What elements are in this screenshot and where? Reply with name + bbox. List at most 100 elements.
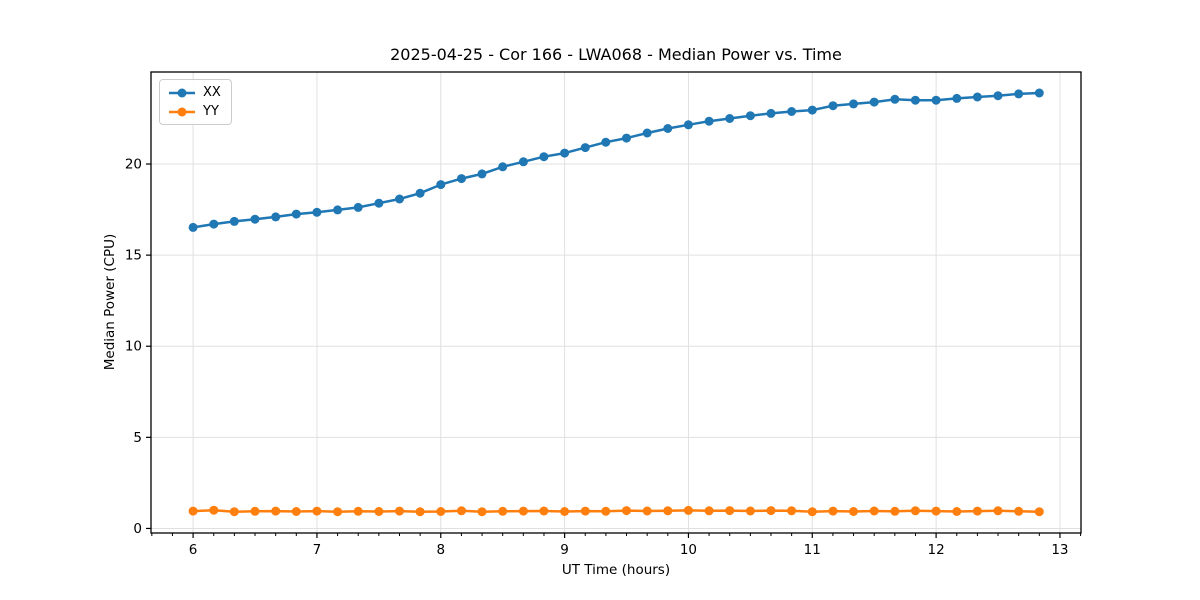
legend-label-yy: YY: [203, 104, 219, 119]
data-point-xx: [436, 180, 446, 190]
legend: XX YY: [159, 79, 232, 125]
y-tick-label: 5: [133, 430, 142, 446]
data-point-xx: [683, 120, 693, 130]
data-point-yy: [952, 507, 962, 516]
data-point-xx: [188, 222, 198, 232]
data-point-yy: [787, 506, 797, 516]
data-point-yy: [807, 507, 817, 517]
legend-item-yy: YY: [168, 104, 221, 119]
data-point-xx: [395, 194, 404, 204]
data-point-yy: [704, 506, 714, 516]
data-point-yy: [766, 506, 776, 516]
data-point-xx: [766, 108, 776, 118]
data-point-xx: [539, 152, 549, 162]
x-tick-label: 10: [680, 542, 697, 558]
data-point-yy: [1014, 506, 1024, 516]
data-point-xx: [333, 205, 343, 215]
data-point-yy: [869, 506, 879, 516]
data-point-xx: [560, 148, 570, 158]
data-point-yy: [972, 506, 982, 516]
data-point-yy: [642, 506, 652, 516]
data-point-xx: [952, 93, 962, 103]
data-point-xx: [518, 157, 528, 167]
data-point-xx: [849, 99, 858, 109]
data-point-xx: [993, 91, 1003, 101]
x-tick-label: 6: [189, 542, 198, 558]
data-point-xx: [498, 162, 508, 172]
line-marker-icon: [169, 88, 195, 97]
data-point-yy: [250, 506, 260, 516]
chart-title: 2025-04-25 - Cor 166 - LWA068 - Median P…: [390, 45, 842, 64]
data-point-xx: [477, 169, 487, 179]
data-point-xx: [828, 101, 838, 111]
data-point-yy: [271, 506, 281, 516]
data-point-yy: [745, 506, 755, 516]
y-tick-label: 10: [125, 339, 142, 355]
data-point-xx: [910, 95, 920, 105]
data-point-xx: [642, 128, 652, 138]
data-point-xx: [807, 105, 817, 115]
data-point-xx: [622, 133, 631, 143]
data-point-yy: [333, 507, 343, 517]
data-point-xx: [869, 97, 879, 107]
data-point-yy: [828, 506, 838, 516]
data-point-yy: [663, 506, 673, 516]
x-tick-label: 12: [928, 542, 945, 558]
data-point-yy: [601, 506, 611, 516]
y-tick-label: 20: [125, 157, 142, 173]
y-tick-label: 15: [125, 248, 142, 264]
data-point-xx: [663, 124, 673, 133]
data-point-yy: [622, 506, 631, 516]
y-tick-label: 0: [133, 521, 142, 537]
x-tick-label: 11: [804, 542, 821, 558]
data-point-xx: [972, 92, 982, 102]
data-point-yy: [498, 506, 508, 516]
data-point-xx: [312, 207, 322, 217]
data-point-xx: [931, 95, 941, 105]
data-point-yy: [890, 506, 900, 516]
data-point-xx: [601, 137, 611, 147]
data-point-yy: [910, 506, 920, 516]
data-point-yy: [291, 507, 301, 516]
data-point-xx: [250, 214, 260, 224]
data-point-xx: [725, 114, 735, 123]
data-point-xx: [229, 216, 239, 226]
data-point-xx: [745, 111, 755, 121]
data-point-yy: [436, 507, 446, 516]
data-point-xx: [374, 198, 384, 208]
data-point-yy: [683, 505, 693, 515]
data-point-yy: [209, 505, 219, 515]
data-point-xx: [209, 219, 219, 229]
data-point-xx: [580, 143, 590, 153]
legend-item-xx: XX: [168, 85, 221, 100]
data-point-yy: [415, 507, 425, 517]
data-point-xx: [787, 107, 797, 116]
data-point-xx: [291, 209, 301, 219]
data-point-yy: [188, 506, 198, 516]
data-point-yy: [229, 507, 239, 517]
plot-border: [150, 71, 1082, 534]
x-tick-label: 13: [1051, 542, 1068, 558]
data-point-xx: [415, 188, 425, 198]
data-point-yy: [993, 506, 1003, 516]
x-tick-label: 8: [436, 542, 445, 558]
data-point-yy: [931, 506, 941, 516]
data-point-yy: [353, 506, 363, 516]
data-point-yy: [395, 506, 404, 516]
data-point-xx: [457, 174, 466, 184]
data-point-yy: [560, 507, 570, 516]
data-point-yy: [1034, 507, 1044, 517]
data-point-yy: [477, 507, 487, 517]
x-tick-label: 7: [313, 542, 322, 558]
data-point-yy: [725, 506, 735, 516]
x-tick-label: 9: [560, 542, 569, 558]
data-point-yy: [580, 506, 590, 516]
data-point-yy: [312, 506, 322, 516]
data-point-yy: [457, 506, 466, 516]
data-point-yy: [849, 507, 858, 516]
y-axis-label: Median Power (CPU): [102, 233, 118, 371]
data-point-xx: [890, 94, 900, 104]
series-line-xx: [191, 91, 1041, 229]
data-point-yy: [539, 506, 549, 516]
